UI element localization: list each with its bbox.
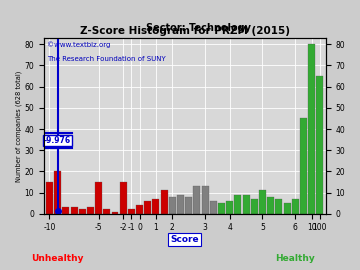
Bar [193,186,201,214]
Bar [144,201,151,214]
Bar [226,201,233,214]
Bar [62,207,69,214]
Bar [284,203,291,214]
Bar [300,119,307,214]
X-axis label: Score: Score [170,235,199,244]
Bar [136,205,143,214]
Bar [112,212,118,214]
Bar [128,210,135,214]
Bar [275,199,282,214]
Bar [153,199,159,214]
Title: Z-Score Histogram for PRZM (2015): Z-Score Histogram for PRZM (2015) [80,26,290,36]
Bar [103,210,110,214]
Bar [251,199,258,214]
Y-axis label: Number of companies (628 total): Number of companies (628 total) [15,70,22,181]
Bar [177,195,184,214]
Bar [87,207,94,214]
Bar [79,210,86,214]
Bar [95,182,102,214]
Bar [243,195,249,214]
Text: Unhealthy: Unhealthy [31,254,84,263]
Bar [259,190,266,214]
Bar [54,171,61,214]
Bar [202,186,208,214]
Bar [308,44,315,214]
Bar [218,203,225,214]
Bar [161,190,168,214]
Bar [234,195,241,214]
Text: The Research Foundation of SUNY: The Research Foundation of SUNY [46,56,165,62]
Bar [292,199,299,214]
Text: -9.976: -9.976 [44,136,71,145]
Text: Healthy: Healthy [275,254,315,263]
Bar [46,182,53,214]
Text: ©www.textbiz.org: ©www.textbiz.org [46,42,110,48]
Bar [210,201,217,214]
Text: Sector: Technology: Sector: Technology [145,23,251,33]
Bar [169,197,176,214]
Bar [316,76,323,214]
Bar [120,182,127,214]
Bar [267,197,274,214]
Bar [71,207,77,214]
Bar [185,197,192,214]
